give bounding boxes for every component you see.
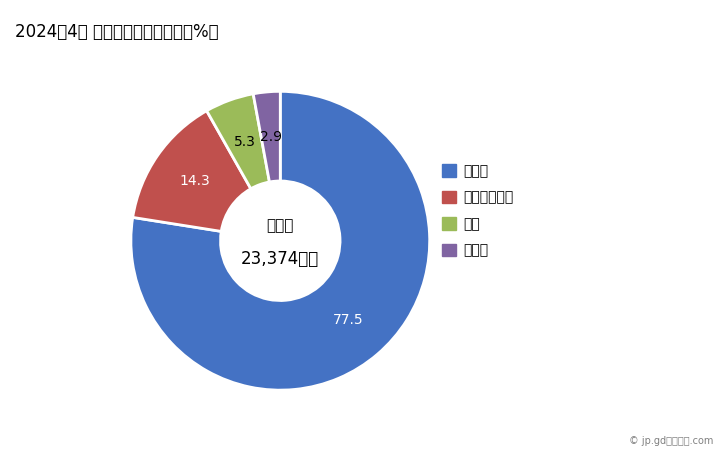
Text: 2024年4月 輸出相手国のシェア（%）: 2024年4月 輸出相手国のシェア（%） — [15, 22, 218, 40]
Text: 2.9: 2.9 — [260, 130, 282, 144]
Text: 14.3: 14.3 — [179, 174, 210, 188]
Text: 5.3: 5.3 — [234, 135, 256, 149]
Wedge shape — [131, 91, 430, 390]
Wedge shape — [132, 111, 251, 231]
Wedge shape — [207, 94, 269, 189]
Text: 77.5: 77.5 — [333, 313, 363, 327]
Text: © jp.gdフリーク.com: © jp.gdフリーク.com — [629, 436, 713, 446]
Text: 総　額: 総 額 — [266, 218, 294, 233]
Text: 23,374万円: 23,374万円 — [241, 250, 320, 268]
Legend: インド, インドネシア, 中国, その他: インド, インドネシア, 中国, その他 — [437, 158, 519, 263]
Wedge shape — [253, 91, 280, 182]
